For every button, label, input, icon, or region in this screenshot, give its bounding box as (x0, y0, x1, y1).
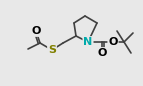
Text: N: N (83, 37, 93, 47)
Text: S: S (48, 45, 56, 55)
Text: O: O (108, 37, 118, 47)
Text: O: O (97, 48, 107, 58)
Text: O: O (31, 26, 41, 36)
